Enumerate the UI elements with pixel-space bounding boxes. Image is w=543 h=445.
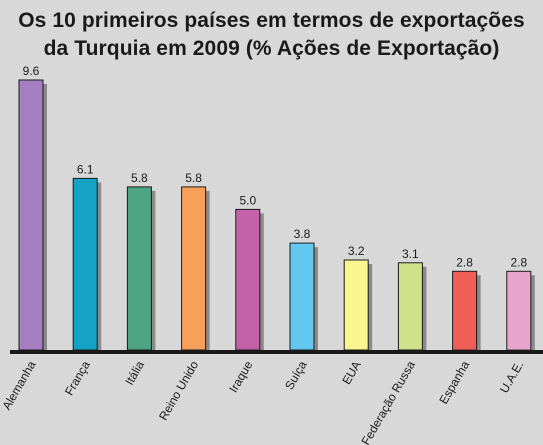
category-label: França	[62, 358, 93, 398]
value-label: 3.2	[348, 244, 365, 258]
value-label: 5.8	[131, 171, 148, 185]
value-label: 2.8	[510, 255, 527, 269]
value-label: 5.0	[239, 193, 256, 207]
value-label: 6.1	[77, 162, 94, 176]
category-label: Reino Unido	[156, 358, 201, 422]
category-label: Itália	[122, 358, 147, 387]
bar-federa-o-russa	[397, 262, 423, 351]
category-label: Suíça	[282, 358, 310, 392]
chart-title-line-2: da Turquia em 2009 (% Ações de Exportaçã…	[43, 37, 500, 60]
category-label: U.A.E.	[497, 359, 526, 396]
value-label: 2.8	[456, 255, 473, 269]
category-label: Federação Russa	[359, 358, 419, 445]
category-label: Alemanha	[0, 358, 39, 412]
bar-espanha	[452, 270, 478, 351]
category-label: EUA	[339, 359, 363, 387]
bar-eua	[343, 259, 369, 351]
bar-reino-unido	[181, 186, 207, 351]
chart-title-line-1: Os 10 primeiros países em termos de expo…	[18, 9, 525, 32]
bar-fran-a	[72, 177, 98, 351]
category-label: Iraque	[226, 358, 255, 395]
bar-su-a	[289, 242, 315, 351]
bar-it-lia	[126, 186, 152, 351]
value-label: 9.6	[23, 64, 40, 78]
value-label: 5.8	[185, 171, 202, 185]
bar-iraque	[235, 208, 261, 351]
bar-u-a-e-	[506, 270, 532, 351]
category-label: Espanha	[436, 358, 472, 406]
bar-alemanha	[18, 79, 44, 351]
value-label: 3.1	[402, 247, 419, 261]
x-axis-line	[10, 350, 543, 354]
value-label: 3.8	[294, 227, 311, 241]
